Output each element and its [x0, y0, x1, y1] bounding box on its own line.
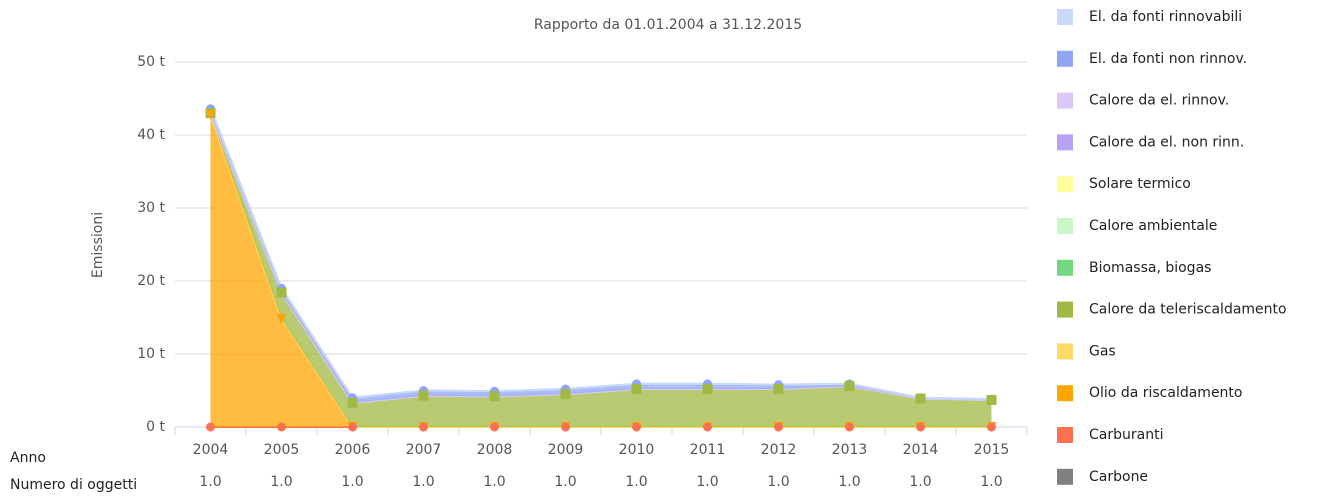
y-tick-label: 10 t — [137, 346, 165, 362]
legend-swatch — [1057, 301, 1073, 318]
x-tick-label: 2013 — [832, 442, 868, 458]
object-count: 1.0 — [838, 474, 860, 490]
marker — [490, 422, 499, 432]
marker — [632, 422, 641, 432]
marker — [845, 422, 854, 432]
marker — [916, 422, 925, 432]
legend-label[interactable]: Olio da riscaldamento — [1089, 385, 1242, 401]
legend-swatch — [1057, 92, 1073, 109]
legend-swatch — [1057, 259, 1073, 276]
marker — [489, 391, 500, 402]
x-tick-label: 2005 — [264, 442, 300, 458]
marker — [348, 422, 357, 432]
legend-label[interactable]: Gas — [1089, 343, 1116, 359]
marker — [702, 384, 713, 395]
marker — [205, 110, 216, 121]
marker — [986, 394, 997, 405]
object-count: 1.0 — [554, 474, 576, 490]
chart-title: Rapporto da 01.01.2004 a 31.12.2015 — [534, 17, 802, 33]
marker — [560, 389, 571, 400]
line — [209, 108, 992, 401]
marker — [703, 422, 712, 432]
marker — [915, 393, 926, 404]
x-tick-label: 2007 — [406, 442, 442, 458]
legend-swatch — [1057, 176, 1073, 193]
line — [209, 108, 992, 401]
y-axis-label: Emissioni — [90, 212, 106, 278]
legend-swatch — [1057, 50, 1073, 67]
x-tick-label: 2011 — [690, 442, 726, 458]
y-tick-label: 0 t — [146, 419, 165, 435]
marker — [419, 422, 428, 432]
legend-swatch — [1057, 468, 1073, 485]
object-count: 1.0 — [270, 474, 292, 490]
y-tick-label: 20 t — [137, 273, 165, 289]
object-count: 1.0 — [909, 474, 931, 490]
object-count: 1.0 — [483, 474, 505, 490]
x-tick-label: 2006 — [335, 442, 371, 458]
legend-swatch — [1057, 385, 1073, 402]
legend-swatch — [1057, 218, 1073, 234]
legend-label[interactable]: Calore da el. rinnov. — [1089, 93, 1229, 109]
x-tick-label: 2008 — [477, 442, 513, 458]
legend-swatch — [1057, 427, 1073, 443]
marker — [206, 422, 215, 432]
marker — [631, 384, 642, 395]
legend-label[interactable]: Calore da el. non rinn. — [1089, 134, 1244, 150]
marker — [277, 422, 286, 432]
legend-swatch — [1057, 9, 1073, 25]
marker — [561, 422, 570, 432]
object-count: 1.0 — [767, 474, 789, 490]
legend-label[interactable]: Carburanti — [1089, 427, 1163, 443]
area — [210, 108, 992, 400]
y-tick-label: 30 t — [137, 200, 165, 216]
legend-label[interactable]: Solare termico — [1089, 176, 1191, 192]
marker — [347, 397, 358, 408]
area — [210, 115, 992, 427]
marker — [774, 422, 783, 432]
y-tick-label: 40 t — [137, 127, 165, 143]
x-tick-label: 2012 — [761, 442, 797, 458]
marker — [418, 390, 429, 401]
object-count: 1.0 — [980, 474, 1002, 490]
row-label: Numero di oggetti — [10, 477, 137, 493]
x-tick-label: 2015 — [974, 442, 1010, 458]
legend-swatch — [1057, 134, 1073, 151]
legend-label[interactable]: Calore da teleriscaldamento — [1089, 302, 1287, 318]
marker — [987, 422, 996, 432]
object-count: 1.0 — [625, 474, 647, 490]
object-count: 1.0 — [199, 474, 221, 490]
marker — [276, 287, 287, 298]
legend-label[interactable]: El. da fonti non rinnov. — [1089, 51, 1247, 67]
legend-label[interactable]: Biomassa, biogas — [1089, 260, 1211, 276]
x-tick-label: 2004 — [193, 442, 229, 458]
legend-label[interactable]: Carbone — [1089, 469, 1148, 485]
x-tick-label: 2009 — [548, 442, 584, 458]
x-tick-label: 2010 — [619, 442, 655, 458]
area — [210, 113, 992, 427]
y-tick-label: 50 t — [137, 54, 165, 70]
x-tick-label: 2014 — [903, 442, 939, 458]
object-count: 1.0 — [412, 474, 434, 490]
row-label: Anno — [10, 450, 46, 466]
marker — [844, 381, 855, 392]
marker — [773, 384, 784, 395]
legend-swatch — [1057, 343, 1073, 360]
object-count: 1.0 — [341, 474, 363, 490]
legend-label[interactable]: Calore ambientale — [1089, 218, 1217, 234]
legend-label[interactable]: El. da fonti rinnovabili — [1089, 9, 1242, 25]
marker — [276, 313, 287, 324]
object-count: 1.0 — [696, 474, 718, 490]
